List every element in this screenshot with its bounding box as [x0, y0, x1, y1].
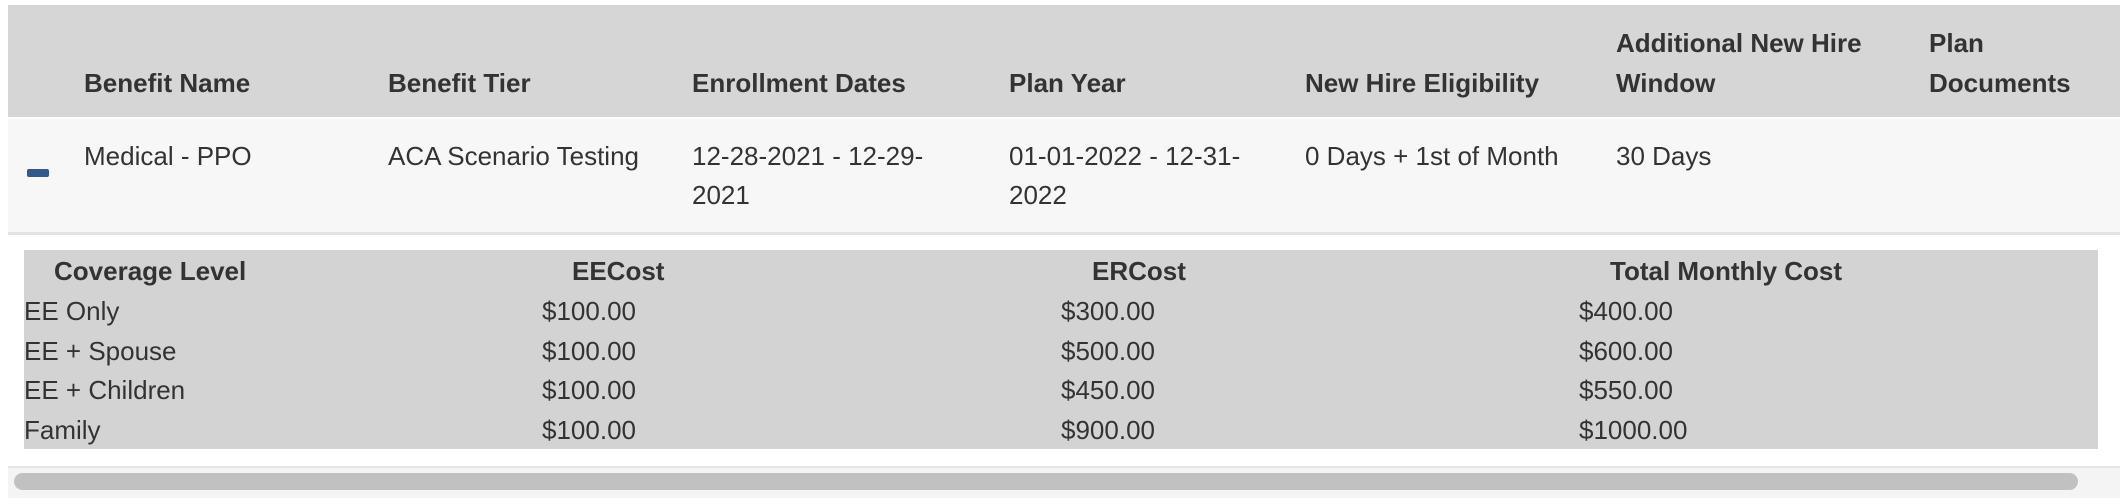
header-enrollment-dates[interactable]: Enrollment Dates — [692, 68, 906, 98]
coverage-level: EE + Spouse — [24, 335, 177, 366]
additional-new-hire-window: 30 Days — [1616, 141, 1712, 171]
ee-cost: $100.00 — [542, 296, 636, 326]
coverage-header-total: Total Monthly Cost — [1610, 256, 1843, 286]
er-cost: $450.00 — [1061, 375, 1155, 405]
horizontal-scrollbar-thumb[interactable] — [14, 473, 2078, 490]
new-hire-eligibility: 0 Days + 1st of Month — [1305, 141, 1559, 171]
coverage-level: EE Only — [24, 296, 120, 326]
ee-cost: $100.00 — [542, 414, 636, 445]
header-new-hire-eligibility[interactable]: New Hire Eligibility — [1305, 68, 1540, 98]
table-row: Medical - PPO ACA Scenario Testing 12-28… — [8, 119, 2120, 235]
ee-cost: $100.00 — [542, 375, 636, 405]
total-monthly-cost: $400.00 — [1579, 296, 1673, 326]
er-cost: $900.00 — [1061, 414, 1155, 445]
total-monthly-cost: $1000.00 — [1579, 414, 1688, 445]
table-header: Benefit Name Benefit Tier Enrollment Dat… — [8, 5, 2120, 117]
benefit-name: Medical - PPO — [84, 141, 252, 171]
header-plan-documents[interactable]: Plan Documents — [1929, 28, 2071, 98]
coverage-level: EE + Children — [24, 375, 186, 405]
er-cost: $300.00 — [1061, 296, 1155, 326]
ee-cost: $100.00 — [542, 335, 636, 366]
enrollment-dates: 12-28-2021 - 12-29-2021 — [692, 141, 924, 210]
benefit-tier: ACA Scenario Testing — [388, 141, 639, 171]
total-monthly-cost: $600.00 — [1579, 335, 1673, 366]
coverage-header-ercost: ERCost — [1092, 256, 1186, 286]
coverage-level: Family — [24, 414, 101, 445]
minus-icon[interactable] — [27, 169, 49, 177]
coverage-header-eecost: EECost — [572, 256, 665, 286]
coverage-header-level: Coverage Level — [54, 256, 247, 286]
total-monthly-cost: $550.00 — [1579, 375, 1673, 405]
er-cost: $500.00 — [1061, 335, 1155, 366]
header-additional-new-hire-window[interactable]: Additional New Hire Window — [1616, 28, 1862, 98]
header-plan-year[interactable]: Plan Year — [1009, 68, 1126, 98]
coverage-table: Coverage Level EECost ERCost Total Month… — [24, 250, 2098, 449]
header-benefit-name[interactable]: Benefit Name — [84, 68, 251, 98]
header-benefit-tier[interactable]: Benefit Tier — [388, 68, 531, 98]
plan-year: 01-01-2022 - 12-31-2022 — [1009, 141, 1241, 210]
